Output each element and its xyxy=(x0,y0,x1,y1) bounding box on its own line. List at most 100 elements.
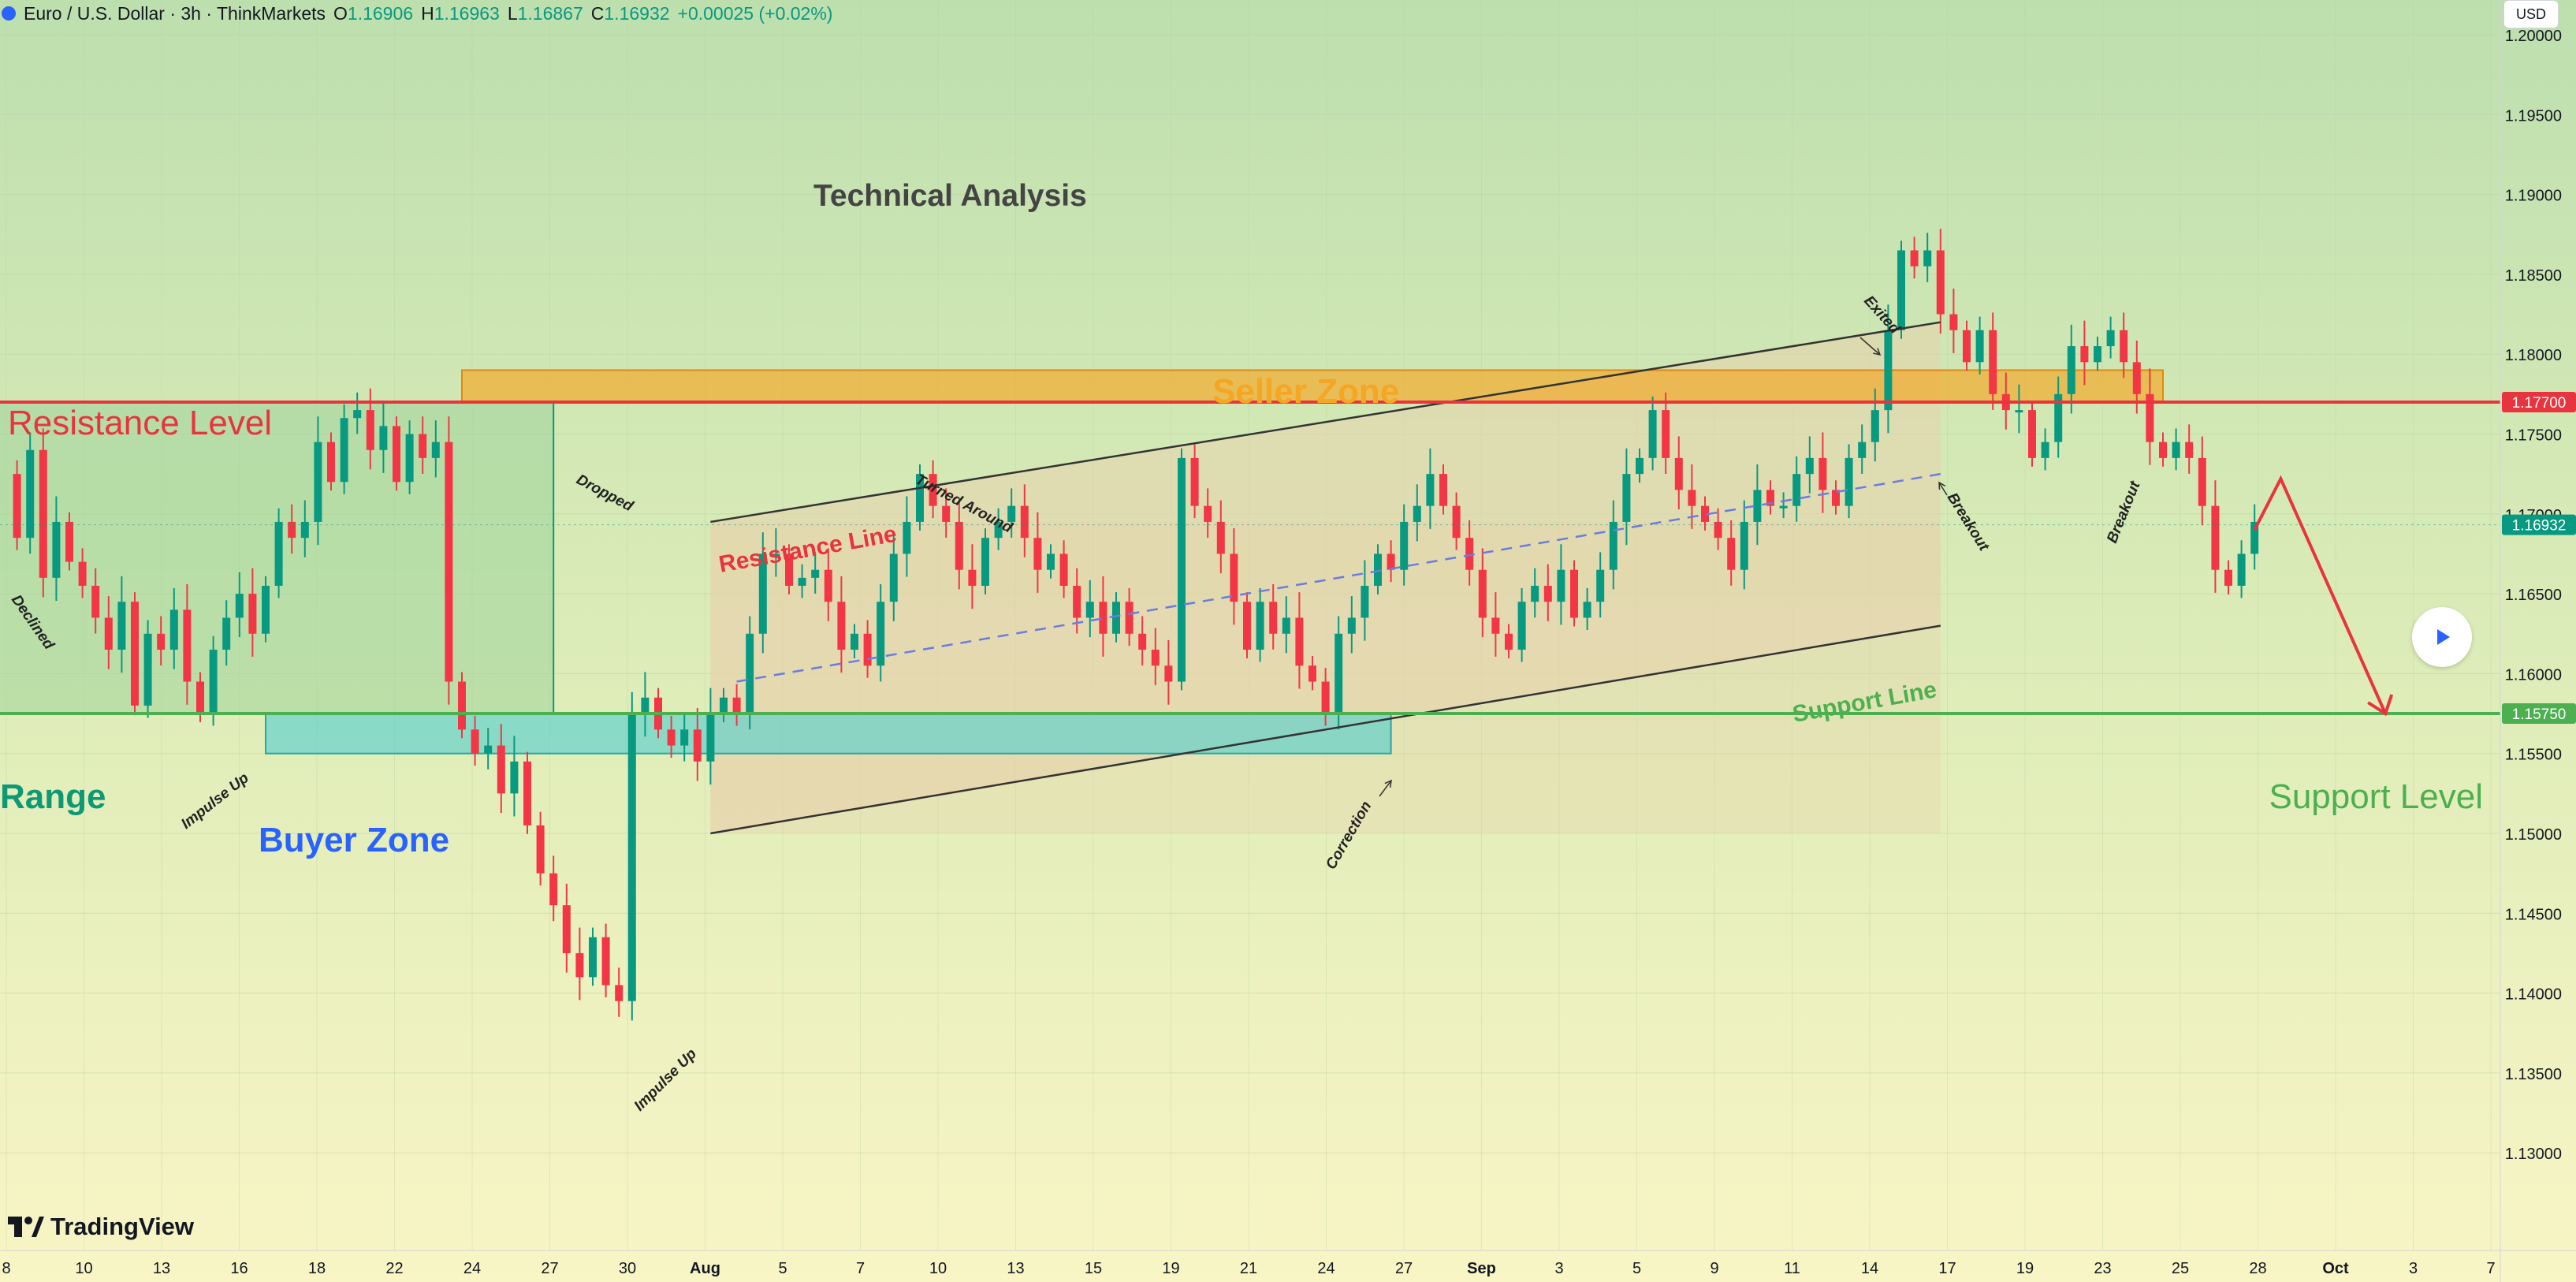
time-tick-label: 30 xyxy=(619,1260,636,1277)
candle-body xyxy=(746,633,754,714)
candle-body xyxy=(863,633,872,666)
symbol-title[interactable]: Euro / U.S. Dollar · 3h · ThinkMarkets xyxy=(24,2,326,24)
candle-body xyxy=(484,745,493,754)
candle-body xyxy=(1374,553,1382,586)
candle-body xyxy=(1674,457,1683,490)
support-level-label: Support Level xyxy=(2269,777,2483,816)
tradingview-logo[interactable]: TradingView xyxy=(8,1213,194,1241)
candle-body xyxy=(851,633,858,650)
candle-body xyxy=(772,553,780,557)
candle-body xyxy=(1832,490,1840,506)
candle-body xyxy=(1020,505,1029,539)
currency-button[interactable]: USD xyxy=(2503,0,2559,28)
candle-body xyxy=(300,521,309,539)
candle-body xyxy=(1963,330,1971,363)
candle-body xyxy=(497,745,505,794)
candle-body xyxy=(2028,410,2036,458)
candle-body xyxy=(13,474,21,539)
channel-area xyxy=(710,322,1941,833)
time-tick-label: 7 xyxy=(856,1260,865,1277)
time-tick-label: 3 xyxy=(1554,1260,1563,1277)
close-label: C xyxy=(590,2,605,24)
candle-body xyxy=(549,873,558,906)
time-tick-label: 13 xyxy=(153,1260,170,1277)
candle-body xyxy=(1426,474,1435,506)
candle-body xyxy=(52,521,61,578)
candle-body xyxy=(26,449,35,539)
seller-zone-label: Seller Zone xyxy=(1212,372,1399,411)
time-tick-label: 23 xyxy=(2094,1260,2111,1277)
candle-body xyxy=(1491,617,1500,634)
candle-body xyxy=(2120,330,2128,363)
candle-body xyxy=(1505,633,1513,650)
time-tick-label: 11 xyxy=(1784,1260,1800,1277)
support-trendline xyxy=(710,624,1941,835)
time-tick-label: 5 xyxy=(1632,1260,1641,1277)
candle-body xyxy=(2132,362,2141,394)
candle-body xyxy=(183,609,192,682)
time-tick-label: 18 xyxy=(308,1260,326,1277)
price-tick-label: 1.13000 xyxy=(2505,1146,2562,1163)
candle-body xyxy=(1387,553,1395,570)
candle-body xyxy=(1805,457,1814,475)
candle-body xyxy=(1636,457,1644,475)
time-tick-label: 8 xyxy=(2,1260,10,1277)
symbol-header[interactable]: Euro / U.S. Dollar · 3h · ThinkMarkets O… xyxy=(0,0,832,27)
candle-body xyxy=(1321,681,1330,714)
candle-body xyxy=(1230,553,1238,602)
replay-button[interactable] xyxy=(2412,607,2472,667)
exited-arrow xyxy=(1859,337,1881,356)
candle-body xyxy=(314,442,322,522)
seller-zone-box xyxy=(461,369,2164,403)
candle-body xyxy=(1125,602,1134,634)
time-tick-label: 28 xyxy=(2249,1260,2266,1277)
price-tick-label: 1.18000 xyxy=(2505,347,2562,364)
chart-title: Technical Analysis xyxy=(813,179,1087,213)
candle-body xyxy=(1361,585,1369,618)
candle-body xyxy=(419,434,427,458)
price-tick-label: 1.13500 xyxy=(2505,1066,2562,1083)
candle-body xyxy=(1112,602,1120,634)
candle-body xyxy=(968,569,977,586)
price-tick-label: 1.16000 xyxy=(2505,666,2562,684)
candle-body xyxy=(575,952,584,978)
price-tick-label: 1.19500 xyxy=(2505,107,2562,125)
candle-body xyxy=(2159,442,2167,458)
candle-body xyxy=(1178,457,1186,682)
breakout-arrow xyxy=(1938,482,1948,496)
time-tick-label: Sep xyxy=(1467,1260,1496,1277)
time-tick-label: Oct xyxy=(2322,1260,2349,1277)
candle-body xyxy=(1465,538,1474,570)
candle-body xyxy=(1648,410,1657,458)
candle-body xyxy=(1753,490,1762,522)
price-tick-label: 1.18500 xyxy=(2505,267,2562,285)
resistance-price-label: 1.17700 xyxy=(2512,395,2567,412)
tradingview-wordmark: TradingView xyxy=(50,1213,195,1240)
candle-body xyxy=(1531,585,1539,602)
time-tick-label: 27 xyxy=(1395,1260,1413,1277)
candle-body xyxy=(1949,314,1958,330)
buyer-zone-box xyxy=(265,713,1392,755)
candle-body xyxy=(798,577,806,586)
candle-body xyxy=(1400,521,1409,570)
candle-body xyxy=(248,594,257,634)
candle-body xyxy=(1085,602,1094,618)
correction-arrow xyxy=(1379,780,1392,797)
candle-body xyxy=(1766,490,1774,506)
open-label: O xyxy=(333,2,348,24)
candle-body xyxy=(393,426,400,483)
candle-body xyxy=(589,937,597,978)
time-tick-label: 10 xyxy=(929,1260,947,1277)
candle-body xyxy=(1897,250,1905,330)
candle-body xyxy=(1073,585,1081,618)
channel-midline xyxy=(736,472,1941,683)
time-tick-label: 24 xyxy=(463,1260,481,1277)
candle-body xyxy=(458,681,466,730)
resistance-trendline xyxy=(710,321,1941,524)
candle-body xyxy=(720,697,728,714)
candle-body xyxy=(693,729,702,762)
candle-body xyxy=(706,714,715,762)
candle-body xyxy=(916,474,924,522)
candle-body xyxy=(1923,250,1932,266)
